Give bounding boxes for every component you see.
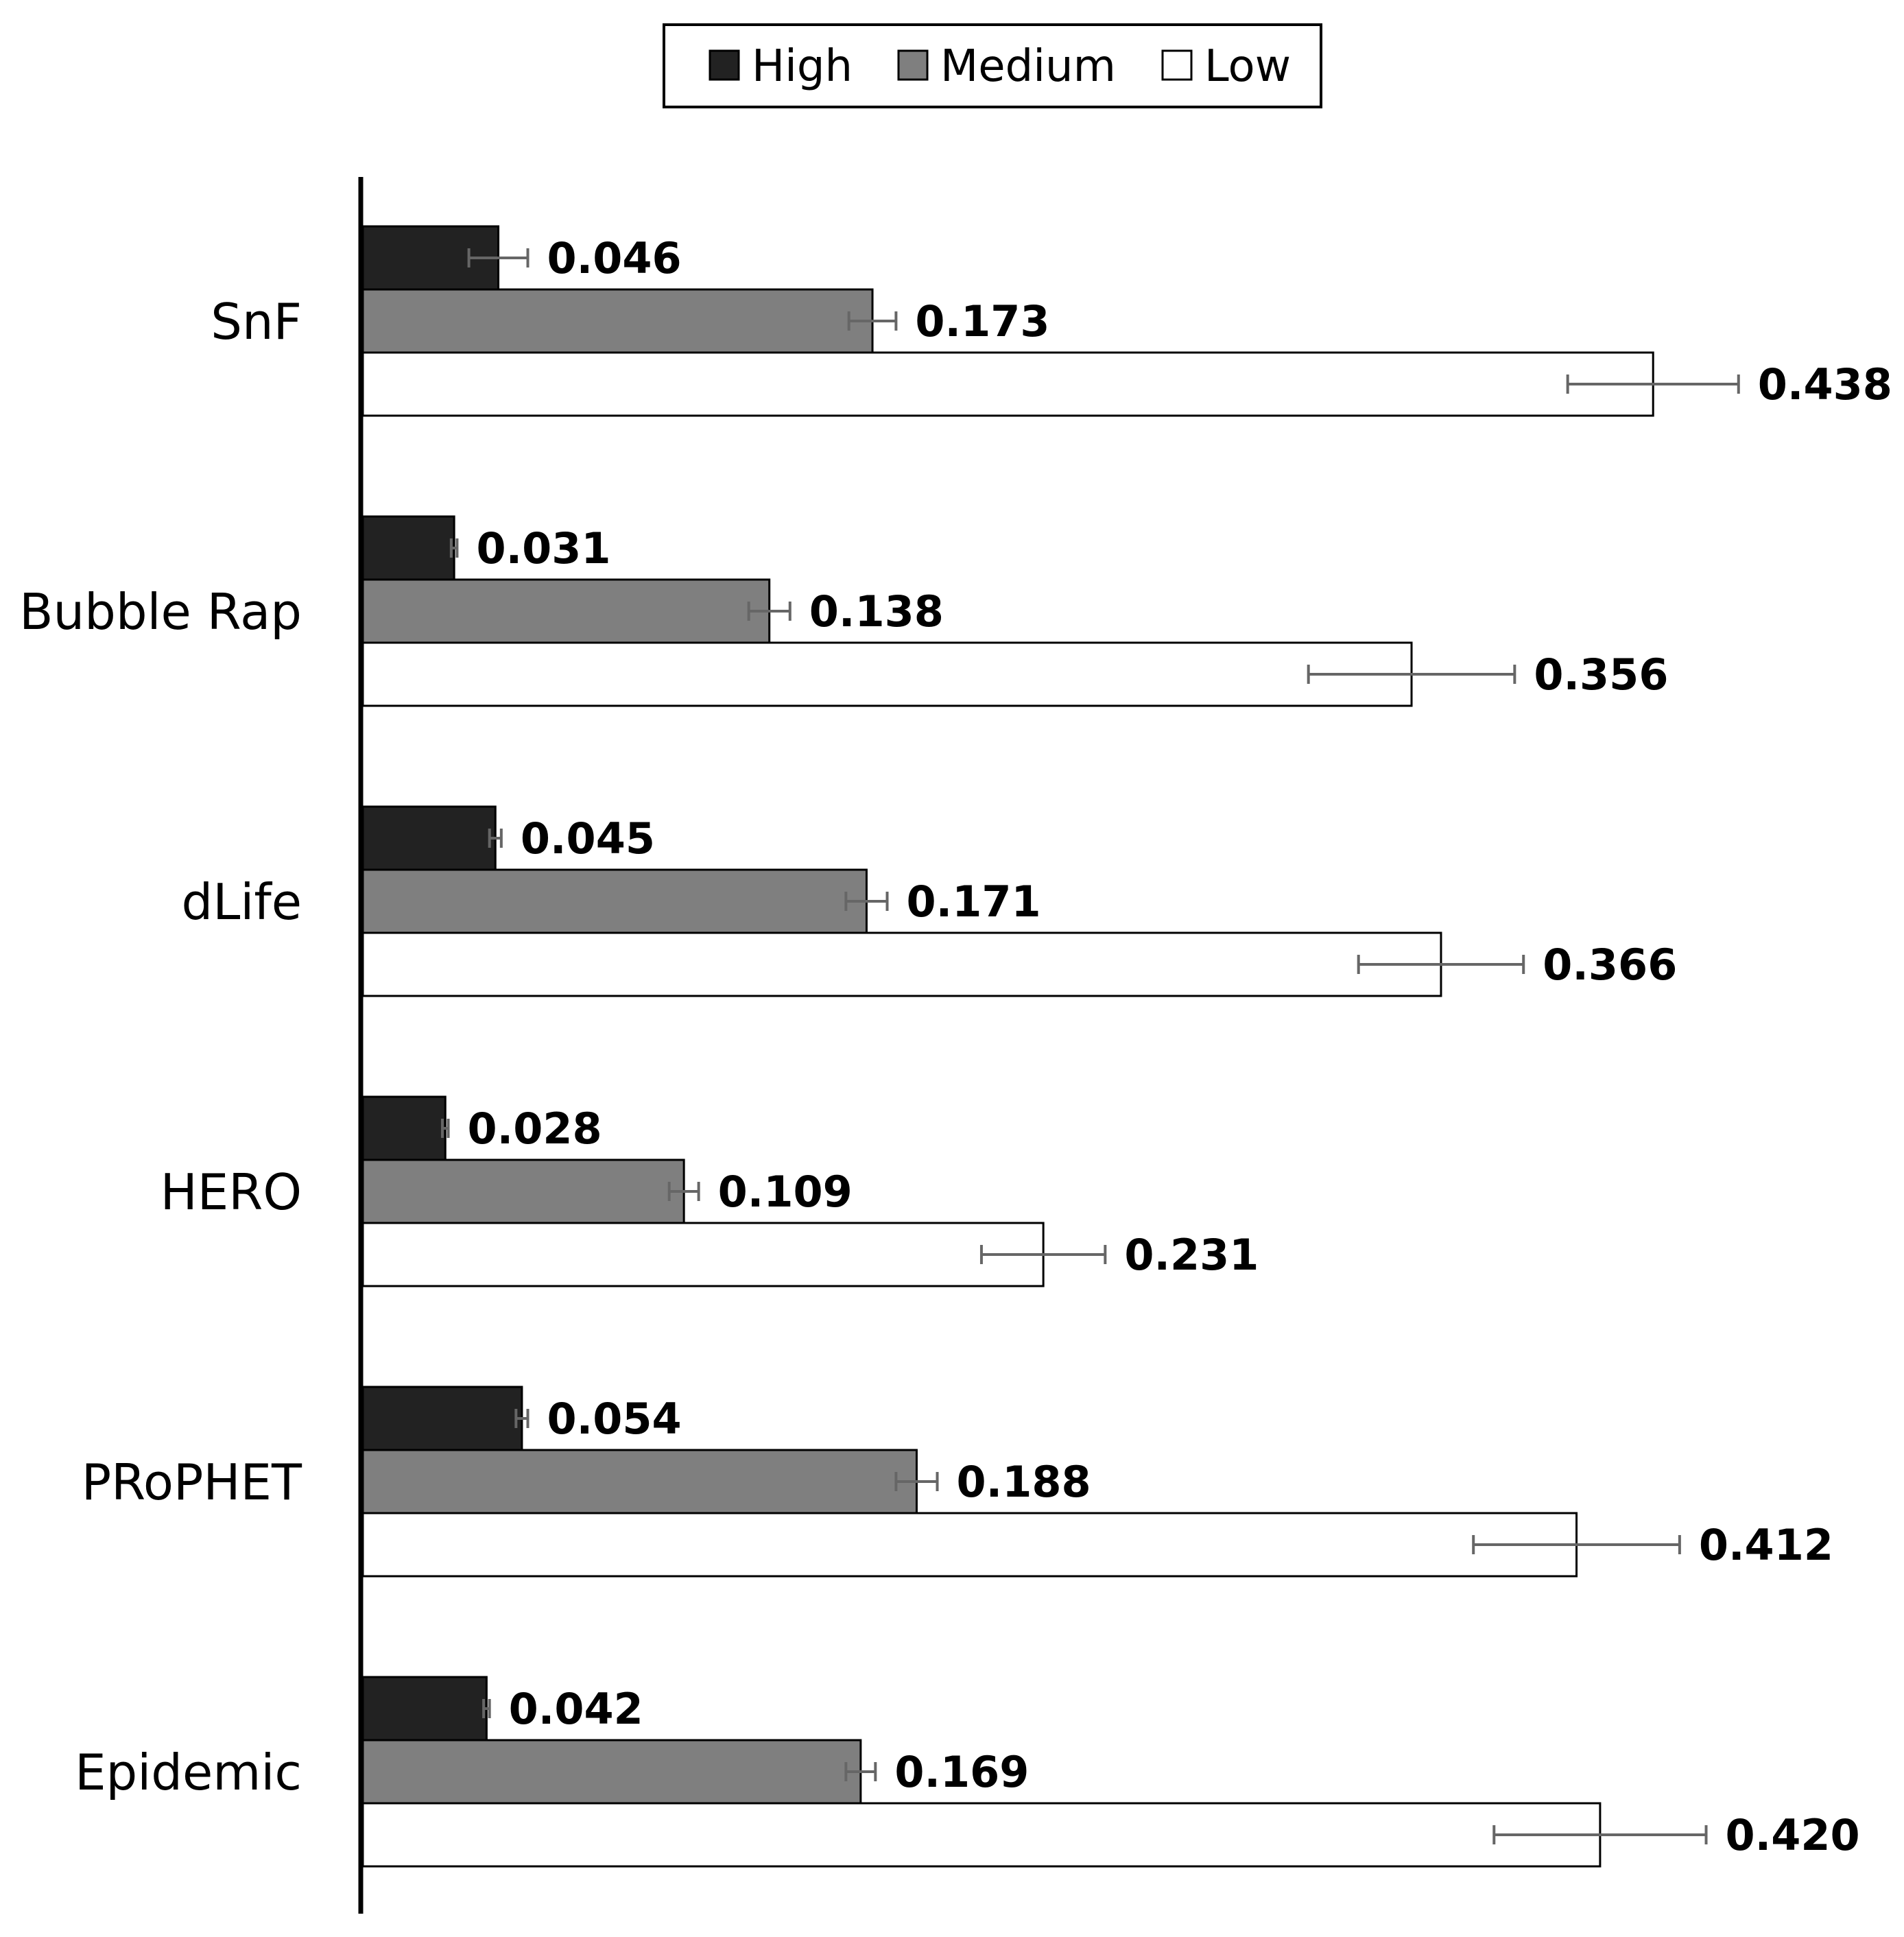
value-label: 0.045 <box>521 813 655 864</box>
bar-medium <box>361 578 771 644</box>
bar-group-dlife: dLife 0.045 0.171 0.366 <box>182 805 1677 997</box>
error-bar <box>894 1472 939 1491</box>
error-bar <box>1566 375 1740 394</box>
bar-medium <box>361 288 874 354</box>
value-label: 0.412 <box>1699 1520 1833 1570</box>
value-label: 0.171 <box>907 877 1041 927</box>
value-label: 0.138 <box>809 586 944 637</box>
legend-swatch-low <box>1161 49 1193 81</box>
bar-high <box>361 1095 447 1161</box>
value-label: 0.438 <box>1758 359 1892 409</box>
bar-low <box>361 1802 1602 1868</box>
category-label: Epidemic <box>75 1744 302 1801</box>
bar-group-prophet: PRoPHET 0.054 0.188 0.412 <box>82 1386 1833 1578</box>
bar-group-hero: HERO 0.028 0.109 0.231 <box>160 1095 1259 1287</box>
category-label: PRoPHET <box>82 1453 302 1511</box>
value-label: 0.054 <box>547 1394 682 1444</box>
error-bar <box>847 311 898 331</box>
legend-swatch-medium <box>897 49 929 81</box>
error-bar <box>979 1245 1107 1264</box>
error-bar <box>1492 1825 1708 1844</box>
error-bar <box>667 1182 700 1201</box>
bar-medium <box>361 868 868 934</box>
bar-high <box>361 1386 523 1451</box>
bar-low <box>361 351 1654 417</box>
category-label: HERO <box>160 1163 302 1221</box>
bar-high <box>361 1676 488 1742</box>
category-label: dLife <box>182 873 302 931</box>
value-label: 0.031 <box>476 523 610 573</box>
error-bar <box>844 892 889 911</box>
value-label: 0.188 <box>957 1457 1091 1507</box>
bar-low <box>361 641 1413 707</box>
category-label: SnF <box>211 293 302 350</box>
bar-medium <box>361 1158 685 1224</box>
value-label: 0.042 <box>509 1684 643 1734</box>
value-label: 0.366 <box>1543 940 1677 990</box>
legend-label-high: High <box>752 41 853 92</box>
error-bar <box>482 1699 491 1718</box>
error-bar <box>467 248 529 268</box>
value-label: 0.046 <box>547 233 682 283</box>
legend-label-low: Low <box>1204 41 1291 92</box>
value-label: 0.028 <box>468 1104 602 1154</box>
error-bar <box>844 1762 877 1781</box>
error-bar <box>1357 955 1525 974</box>
legend: High Medium Low <box>663 23 1322 108</box>
bar-high <box>361 805 497 871</box>
bar-low <box>361 931 1442 997</box>
legend-box <box>663 23 1322 108</box>
bar-group-snf: SnF 0.046 0.173 0.438 <box>211 225 1892 417</box>
plot-area: SnF 0.046 0.173 0.438 Bubble Rap 0.031 0.138 0.… <box>19 225 1892 1868</box>
legend-swatch-high <box>709 49 740 81</box>
bar-medium <box>361 1449 918 1514</box>
bar-high <box>361 515 455 581</box>
value-label: 0.420 <box>1726 1810 1860 1860</box>
error-bar <box>747 602 792 621</box>
bar-group-bubble-rap: Bubble Rap 0.031 0.138 0.356 <box>19 515 1668 707</box>
error-bar <box>449 538 459 558</box>
value-label: 0.231 <box>1124 1230 1259 1280</box>
bar-medium <box>361 1739 862 1805</box>
category-label: Bubble Rap <box>19 583 302 641</box>
error-bar <box>514 1409 529 1428</box>
bar-low <box>361 1512 1578 1578</box>
error-bar <box>488 829 503 848</box>
error-bar <box>440 1119 450 1138</box>
value-label: 0.109 <box>718 1167 853 1217</box>
error-bar <box>1307 665 1516 684</box>
legend-label-medium: Medium <box>940 41 1116 92</box>
value-label: 0.169 <box>894 1747 1029 1797</box>
value-label: 0.356 <box>1534 650 1668 700</box>
error-bar <box>1472 1535 1681 1554</box>
bar-low <box>361 1222 1045 1287</box>
bar-group-epidemic: Epidemic 0.042 0.169 0.420 <box>75 1676 1860 1868</box>
value-label: 0.173 <box>915 296 1049 346</box>
